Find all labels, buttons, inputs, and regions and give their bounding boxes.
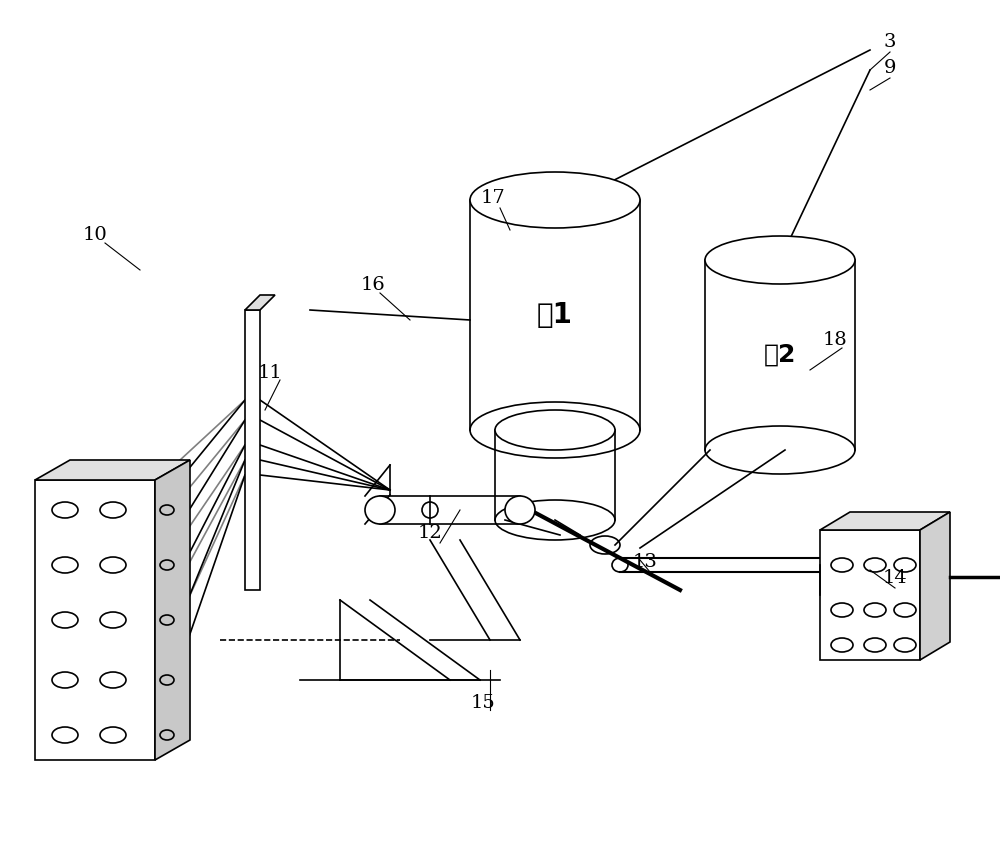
Text: 3: 3	[884, 33, 896, 51]
Ellipse shape	[590, 536, 620, 554]
Ellipse shape	[365, 496, 395, 524]
Ellipse shape	[52, 727, 78, 743]
Text: 缘2: 缘2	[764, 343, 796, 367]
Text: 9: 9	[884, 59, 896, 77]
Ellipse shape	[894, 603, 916, 617]
Ellipse shape	[52, 502, 78, 518]
Ellipse shape	[160, 505, 174, 515]
Text: 12: 12	[418, 524, 442, 542]
Ellipse shape	[894, 638, 916, 652]
Ellipse shape	[52, 612, 78, 628]
Ellipse shape	[470, 172, 640, 228]
Ellipse shape	[100, 727, 126, 743]
Ellipse shape	[612, 558, 628, 572]
Text: 18: 18	[823, 331, 847, 349]
Polygon shape	[920, 512, 950, 660]
Ellipse shape	[864, 558, 886, 572]
Polygon shape	[245, 310, 260, 590]
Ellipse shape	[100, 502, 126, 518]
Ellipse shape	[160, 675, 174, 685]
Ellipse shape	[100, 557, 126, 573]
Ellipse shape	[505, 496, 535, 524]
Polygon shape	[820, 512, 950, 530]
Text: 16: 16	[361, 276, 385, 294]
Text: 11: 11	[258, 364, 282, 382]
Text: 缘1: 缘1	[537, 301, 573, 329]
Polygon shape	[35, 480, 155, 760]
Ellipse shape	[52, 672, 78, 688]
Text: 17: 17	[481, 189, 505, 207]
Polygon shape	[155, 460, 190, 760]
Ellipse shape	[831, 558, 853, 572]
Ellipse shape	[864, 638, 886, 652]
Text: 13: 13	[633, 553, 657, 571]
Ellipse shape	[160, 560, 174, 570]
Ellipse shape	[100, 672, 126, 688]
Ellipse shape	[894, 558, 916, 572]
Polygon shape	[245, 295, 275, 310]
Ellipse shape	[52, 557, 78, 573]
Text: 14: 14	[883, 569, 907, 587]
Ellipse shape	[160, 730, 174, 740]
Text: 15: 15	[471, 694, 495, 712]
Ellipse shape	[495, 410, 615, 450]
Ellipse shape	[100, 612, 126, 628]
Polygon shape	[35, 460, 190, 480]
Ellipse shape	[831, 638, 853, 652]
Ellipse shape	[705, 236, 855, 284]
Ellipse shape	[160, 615, 174, 625]
Text: 10: 10	[83, 226, 107, 244]
Polygon shape	[820, 530, 920, 660]
Ellipse shape	[864, 603, 886, 617]
Ellipse shape	[831, 603, 853, 617]
